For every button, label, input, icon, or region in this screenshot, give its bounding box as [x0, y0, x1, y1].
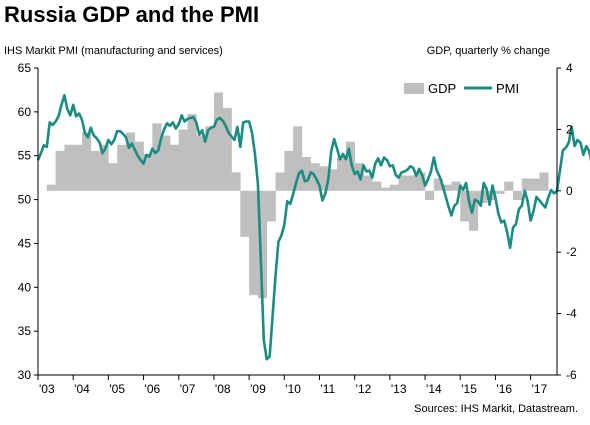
x-tick-label: '04: [74, 382, 90, 396]
gdp-bar: [372, 181, 382, 191]
x-tick-label: '06: [145, 382, 161, 396]
x-tick-label: '03: [39, 382, 55, 396]
gdp-bar: [425, 190, 435, 201]
gdp-bar: [46, 184, 56, 191]
gdp-bar: [134, 141, 144, 191]
right-tick-label: 0: [566, 184, 573, 198]
gdp-bar: [108, 163, 118, 191]
gdp-bar: [433, 178, 443, 191]
gdp-bar: [504, 181, 514, 191]
legend: GDP PMI: [404, 81, 519, 96]
gdp-bar: [99, 144, 109, 191]
gdp-bar: [81, 132, 92, 191]
right-tick-label: 4: [566, 61, 573, 75]
legend-gdp-label: GDP: [428, 81, 456, 96]
x-tick-label: '10: [285, 382, 301, 396]
gdp-bar: [530, 178, 540, 191]
gdp-bar: [257, 190, 268, 299]
gdp-bar: [90, 150, 100, 191]
x-tick-label: '09: [250, 382, 266, 396]
gdp-bar: [345, 141, 355, 191]
x-tick-label: '13: [391, 382, 407, 396]
legend-pmi-label: PMI: [496, 81, 519, 96]
gdp-bar: [73, 144, 83, 191]
source-note: Sources: IHS Markit, Datastream.: [414, 403, 578, 415]
gdp-bar: [495, 190, 505, 194]
gdp-bar: [125, 132, 136, 191]
gdp-bar: [117, 144, 127, 191]
gdp-bar: [55, 150, 65, 191]
x-tick-label: '08: [215, 382, 231, 396]
gdp-bar: [451, 181, 461, 191]
left-tick-label: 65: [18, 61, 32, 75]
gdp-bar: [319, 166, 329, 191]
gdp-bar: [398, 175, 408, 191]
left-tick-label: 40: [18, 280, 32, 294]
x-tick-label: '11: [320, 382, 335, 396]
x-tick-label: '15: [461, 382, 477, 396]
gdp-bar: [284, 150, 294, 191]
gdp-bar: [337, 157, 347, 191]
gdp-bar: [407, 175, 417, 191]
gdp-bar: [521, 178, 531, 191]
gdp-bar: [249, 190, 259, 296]
gdp-bar: [301, 157, 311, 191]
left-axis-label: IHS Markit PMI (manufacturing and servic…: [4, 45, 223, 57]
x-tick-label: '14: [426, 382, 442, 396]
legend-gdp-swatch: [404, 83, 424, 94]
pmi-line: [36, 93, 590, 361]
x-tick-label: '07: [180, 382, 196, 396]
gdp-bar: [363, 175, 373, 191]
x-tick-label: '12: [356, 382, 372, 396]
gdp-bar: [266, 190, 276, 222]
gdp-bar: [231, 172, 241, 191]
left-tick-label: 30: [18, 368, 32, 382]
gdp-bar: [205, 126, 215, 191]
chart-title: Russia GDP and the PMI: [4, 2, 260, 27]
right-axis-label: GDP, quarterly % change: [426, 45, 550, 57]
gdp-bar: [169, 144, 180, 191]
gdp-bar: [442, 184, 452, 191]
x-tick-label: '05: [109, 382, 125, 396]
gdp-bar: [381, 187, 391, 191]
gdp-bar: [196, 135, 206, 191]
gdp-bar: [328, 169, 338, 191]
gdp-bar: [389, 184, 399, 191]
right-tick-label: -2: [566, 245, 577, 259]
gdp-bar: [275, 172, 285, 191]
gdp-bar: [143, 153, 153, 191]
gdp-bar: [460, 190, 470, 222]
gdp-bar: [161, 135, 171, 191]
gdp-bar: [187, 114, 197, 191]
right-tick-label: -4: [566, 307, 577, 321]
gdp-bar: [513, 190, 523, 201]
gdp-bar: [240, 190, 250, 237]
x-tick-label: '16: [496, 382, 512, 396]
pmi-line-group: [36, 93, 590, 361]
gdp-bar: [178, 129, 188, 191]
gdp-bar: [416, 172, 426, 191]
right-tick-label: 2: [566, 122, 573, 136]
left-tick-label: 50: [18, 193, 32, 207]
gdp-bar: [539, 172, 549, 191]
x-tick-label: '17: [532, 382, 548, 396]
right-tick-label: -6: [566, 368, 577, 382]
left-tick-label: 35: [18, 324, 32, 338]
gdp-bar: [64, 144, 74, 191]
gdp-bar: [222, 107, 232, 191]
gdp-bars: [46, 92, 549, 299]
gdp-bar: [293, 126, 303, 191]
left-tick-label: 45: [18, 236, 32, 250]
axes: 30 35 40 45 50 55 60 65 -6 -4 -2 0 2 4 '03 '04 '05 '06 '07…: [18, 61, 577, 396]
gdp-bar: [213, 92, 224, 191]
gdp-bar: [152, 123, 162, 191]
left-tick-label: 55: [18, 149, 32, 163]
left-tick-label: 60: [18, 105, 32, 119]
